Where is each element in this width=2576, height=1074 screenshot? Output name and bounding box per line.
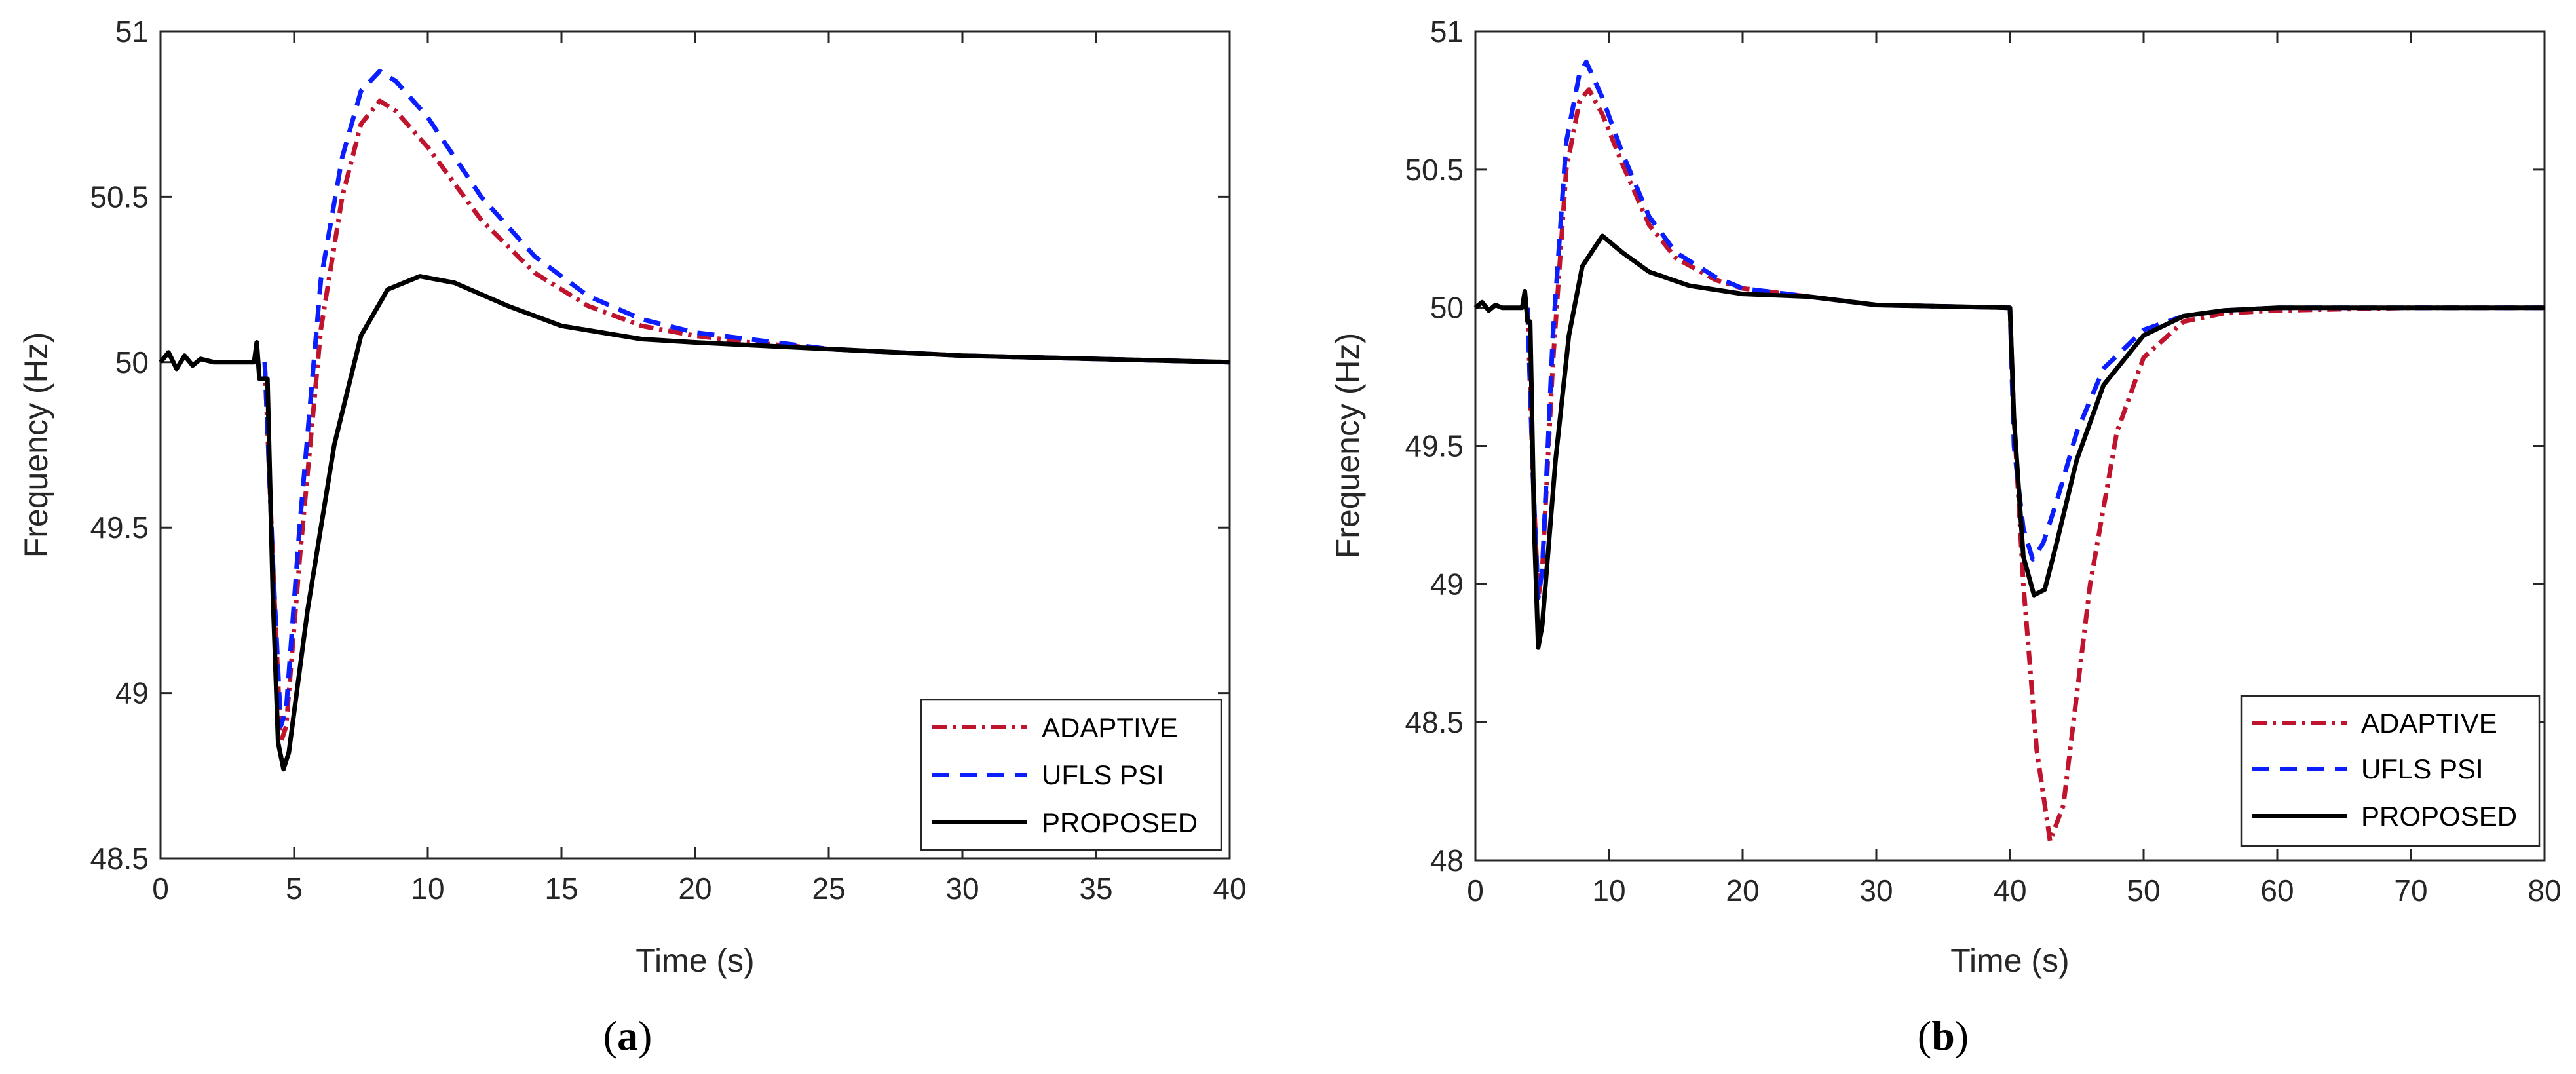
x-tick-label-b-7: 70 bbox=[2394, 873, 2427, 908]
y-tick-label-a-0: 48.5 bbox=[90, 841, 149, 875]
ticks-a: 0 5 10 15 20 25 30 35 40 48.5 49 49.5 50 50.5 51 bbox=[90, 14, 1246, 906]
series-line-a-proposed bbox=[159, 274, 1230, 772]
caption-a-close: ) bbox=[638, 1012, 652, 1059]
legend-label-adaptive-b: ADAPTIVE bbox=[2361, 708, 2497, 738]
series-layer-a bbox=[159, 69, 1230, 772]
y-tick-label-b-0: 48 bbox=[1430, 843, 1464, 877]
series-line-b-proposed bbox=[1473, 233, 2545, 650]
legend-label-adaptive-a: ADAPTIVE bbox=[1042, 712, 1178, 743]
y-tick-label-b-5: 50.5 bbox=[1405, 153, 1464, 187]
legend-label-proposed-a: PROPOSED bbox=[1042, 807, 1198, 838]
chart-panel-b: 0 10 20 30 40 50 60 70 80 48 48.5 49 49.5 50 50.5 51 Ti… bbox=[1329, 14, 2562, 1059]
chart-panel-a: 0 5 10 15 20 25 30 35 40 48.5 49 49.5 50 50.5 51 Time … bbox=[18, 14, 1247, 1059]
y-tick-label-a-5: 51 bbox=[115, 14, 149, 48]
legend-label-ufls-b: UFLS PSI bbox=[2361, 754, 2484, 784]
x-tick-label-a-2: 10 bbox=[411, 872, 444, 906]
x-tick-label-a-3: 15 bbox=[544, 872, 578, 906]
x-tick-label-b-5: 50 bbox=[2127, 873, 2160, 908]
caption-b-open: ( bbox=[1918, 1012, 1931, 1059]
x-tick-label-a-0: 0 bbox=[152, 872, 169, 906]
caption-b-close: ) bbox=[1955, 1012, 1969, 1059]
series-line-a-ufls-psi bbox=[262, 69, 1230, 729]
y-tick-label-b-3: 49.5 bbox=[1405, 429, 1464, 463]
x-tick-label-a-4: 20 bbox=[678, 872, 711, 906]
x-tick-label-a-6: 30 bbox=[945, 872, 979, 906]
caption-b-letter: b bbox=[1931, 1012, 1955, 1059]
x-tick-label-b-6: 60 bbox=[2260, 873, 2294, 908]
x-tick-label-b-1: 10 bbox=[1592, 873, 1625, 908]
y-tick-label-a-2: 49.5 bbox=[90, 510, 149, 545]
legend-label-proposed-b: PROPOSED bbox=[2361, 801, 2517, 832]
y-tick-label-b-6: 51 bbox=[1430, 14, 1464, 48]
x-tick-label-b-3: 30 bbox=[1859, 873, 1893, 908]
x-axis-label-b: Time (s) bbox=[1950, 942, 2069, 979]
caption-a-open: ( bbox=[603, 1012, 617, 1059]
series-layer-b bbox=[1473, 59, 2545, 843]
y-tick-label-a-4: 50.5 bbox=[90, 180, 149, 214]
x-tick-label-a-7: 35 bbox=[1079, 872, 1112, 906]
caption-b: (b) bbox=[1918, 1012, 1969, 1059]
x-tick-label-b-2: 20 bbox=[1726, 873, 1759, 908]
x-tick-label-a-1: 5 bbox=[286, 872, 303, 906]
legend-b: ADAPTIVE UFLS PSI PROPOSED bbox=[2240, 695, 2541, 847]
x-tick-label-b-4: 40 bbox=[1993, 873, 2026, 908]
legend-a: ADAPTIVE UFLS PSI PROPOSED bbox=[920, 699, 1222, 851]
x-tick-label-a-5: 25 bbox=[812, 872, 845, 906]
y-axis-label-b: Frequency (Hz) bbox=[1329, 333, 1366, 559]
y-tick-label-b-2: 49 bbox=[1430, 567, 1464, 601]
x-axis-label-a: Time (s) bbox=[635, 942, 754, 979]
x-tick-label-a-8: 40 bbox=[1213, 872, 1246, 906]
caption-a-letter: a bbox=[617, 1012, 638, 1059]
y-tick-label-a-1: 49 bbox=[115, 676, 149, 710]
ticks-b: 0 10 20 30 40 50 60 70 80 48 48.5 49 49.5 50 50.5 51 bbox=[1405, 14, 2561, 908]
y-tick-label-b-1: 48.5 bbox=[1405, 705, 1464, 739]
y-axis-label-a: Frequency (Hz) bbox=[18, 332, 54, 558]
y-tick-label-b-4: 50 bbox=[1430, 291, 1464, 325]
x-tick-label-b-0: 0 bbox=[1467, 873, 1484, 908]
x-tick-label-b-8: 80 bbox=[2528, 873, 2561, 908]
legend-label-ufls-a: UFLS PSI bbox=[1042, 759, 1164, 790]
caption-a: (a) bbox=[603, 1012, 653, 1059]
y-tick-label-a-3: 50 bbox=[115, 345, 149, 379]
